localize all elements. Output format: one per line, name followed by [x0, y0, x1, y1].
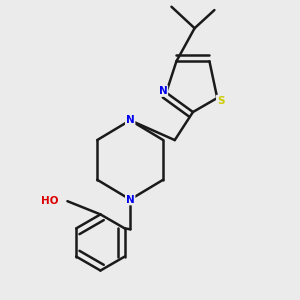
Text: HO: HO [40, 196, 58, 206]
Text: N: N [126, 194, 135, 205]
Text: N: N [159, 86, 167, 96]
Text: S: S [217, 96, 224, 106]
Text: N: N [126, 115, 135, 125]
